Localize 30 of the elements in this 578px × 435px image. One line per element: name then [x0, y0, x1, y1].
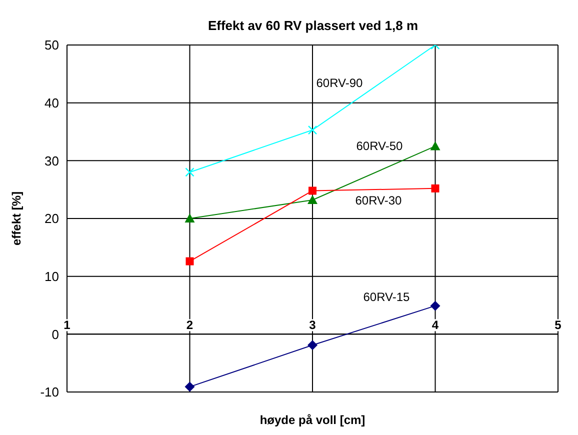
point [184, 214, 195, 222]
series-label: 60RV-15 [363, 290, 410, 304]
y-tick-label: 50 [44, 38, 59, 53]
x-tick-label: 4 [432, 318, 439, 332]
series-label: 60RV-90 [316, 76, 364, 90]
series-label: 60RV-50 [356, 139, 404, 154]
x-tick-label: 1 [64, 318, 71, 332]
point [308, 125, 318, 135]
point [430, 141, 440, 150]
point [186, 257, 194, 266]
y-tick-label: -10 [40, 384, 59, 400]
x-tick-label: 2 [186, 318, 194, 332]
point [308, 340, 318, 350]
y-axis-title: effekt [%] [9, 191, 24, 246]
y-tick-label: 10 [44, 268, 59, 284]
series-label: 60RV-30 [355, 193, 402, 208]
x-axis-title: høyde på voll [cm] [260, 413, 366, 427]
x-tick-label: 5 [554, 318, 562, 332]
point [184, 382, 195, 392]
point [308, 194, 318, 204]
x-tick-label: 3 [309, 318, 316, 332]
y-tick-label: 40 [44, 95, 59, 110]
y-tick-label: 20 [44, 211, 59, 226]
point [431, 184, 440, 192]
point [430, 300, 440, 311]
point [185, 168, 194, 177]
y-tick-label: 0 [52, 326, 59, 342]
y-tick-label: 30 [44, 153, 59, 168]
point [308, 186, 316, 195]
chart-title: Effekt av 60 RV plassert ved 1,8 m [206, 18, 420, 33]
